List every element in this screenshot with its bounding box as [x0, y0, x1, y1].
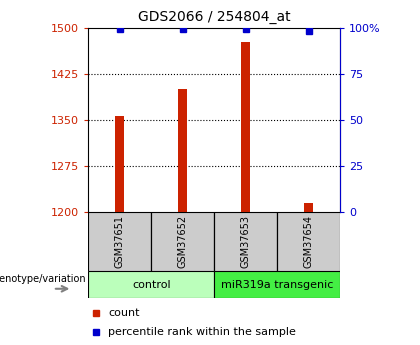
Text: GSM37653: GSM37653 [241, 215, 251, 268]
Text: count: count [108, 308, 140, 318]
Bar [115, 116, 124, 212]
FancyBboxPatch shape [88, 212, 151, 271]
Text: miR319a transgenic: miR319a transgenic [221, 280, 333, 289]
Bar [241, 42, 250, 212]
Bar [304, 203, 313, 212]
Text: genotype/variation: genotype/variation [0, 274, 86, 284]
FancyBboxPatch shape [214, 212, 277, 271]
Text: percentile rank within the sample: percentile rank within the sample [108, 327, 296, 337]
Text: GSM37651: GSM37651 [115, 215, 125, 268]
FancyBboxPatch shape [277, 212, 340, 271]
FancyBboxPatch shape [214, 271, 340, 298]
Text: control: control [132, 280, 171, 289]
Bar [178, 89, 187, 212]
Text: GSM37652: GSM37652 [178, 215, 188, 268]
FancyBboxPatch shape [88, 271, 214, 298]
Title: GDS2066 / 254804_at: GDS2066 / 254804_at [138, 10, 291, 24]
Text: GSM37654: GSM37654 [304, 215, 314, 268]
FancyBboxPatch shape [151, 212, 214, 271]
